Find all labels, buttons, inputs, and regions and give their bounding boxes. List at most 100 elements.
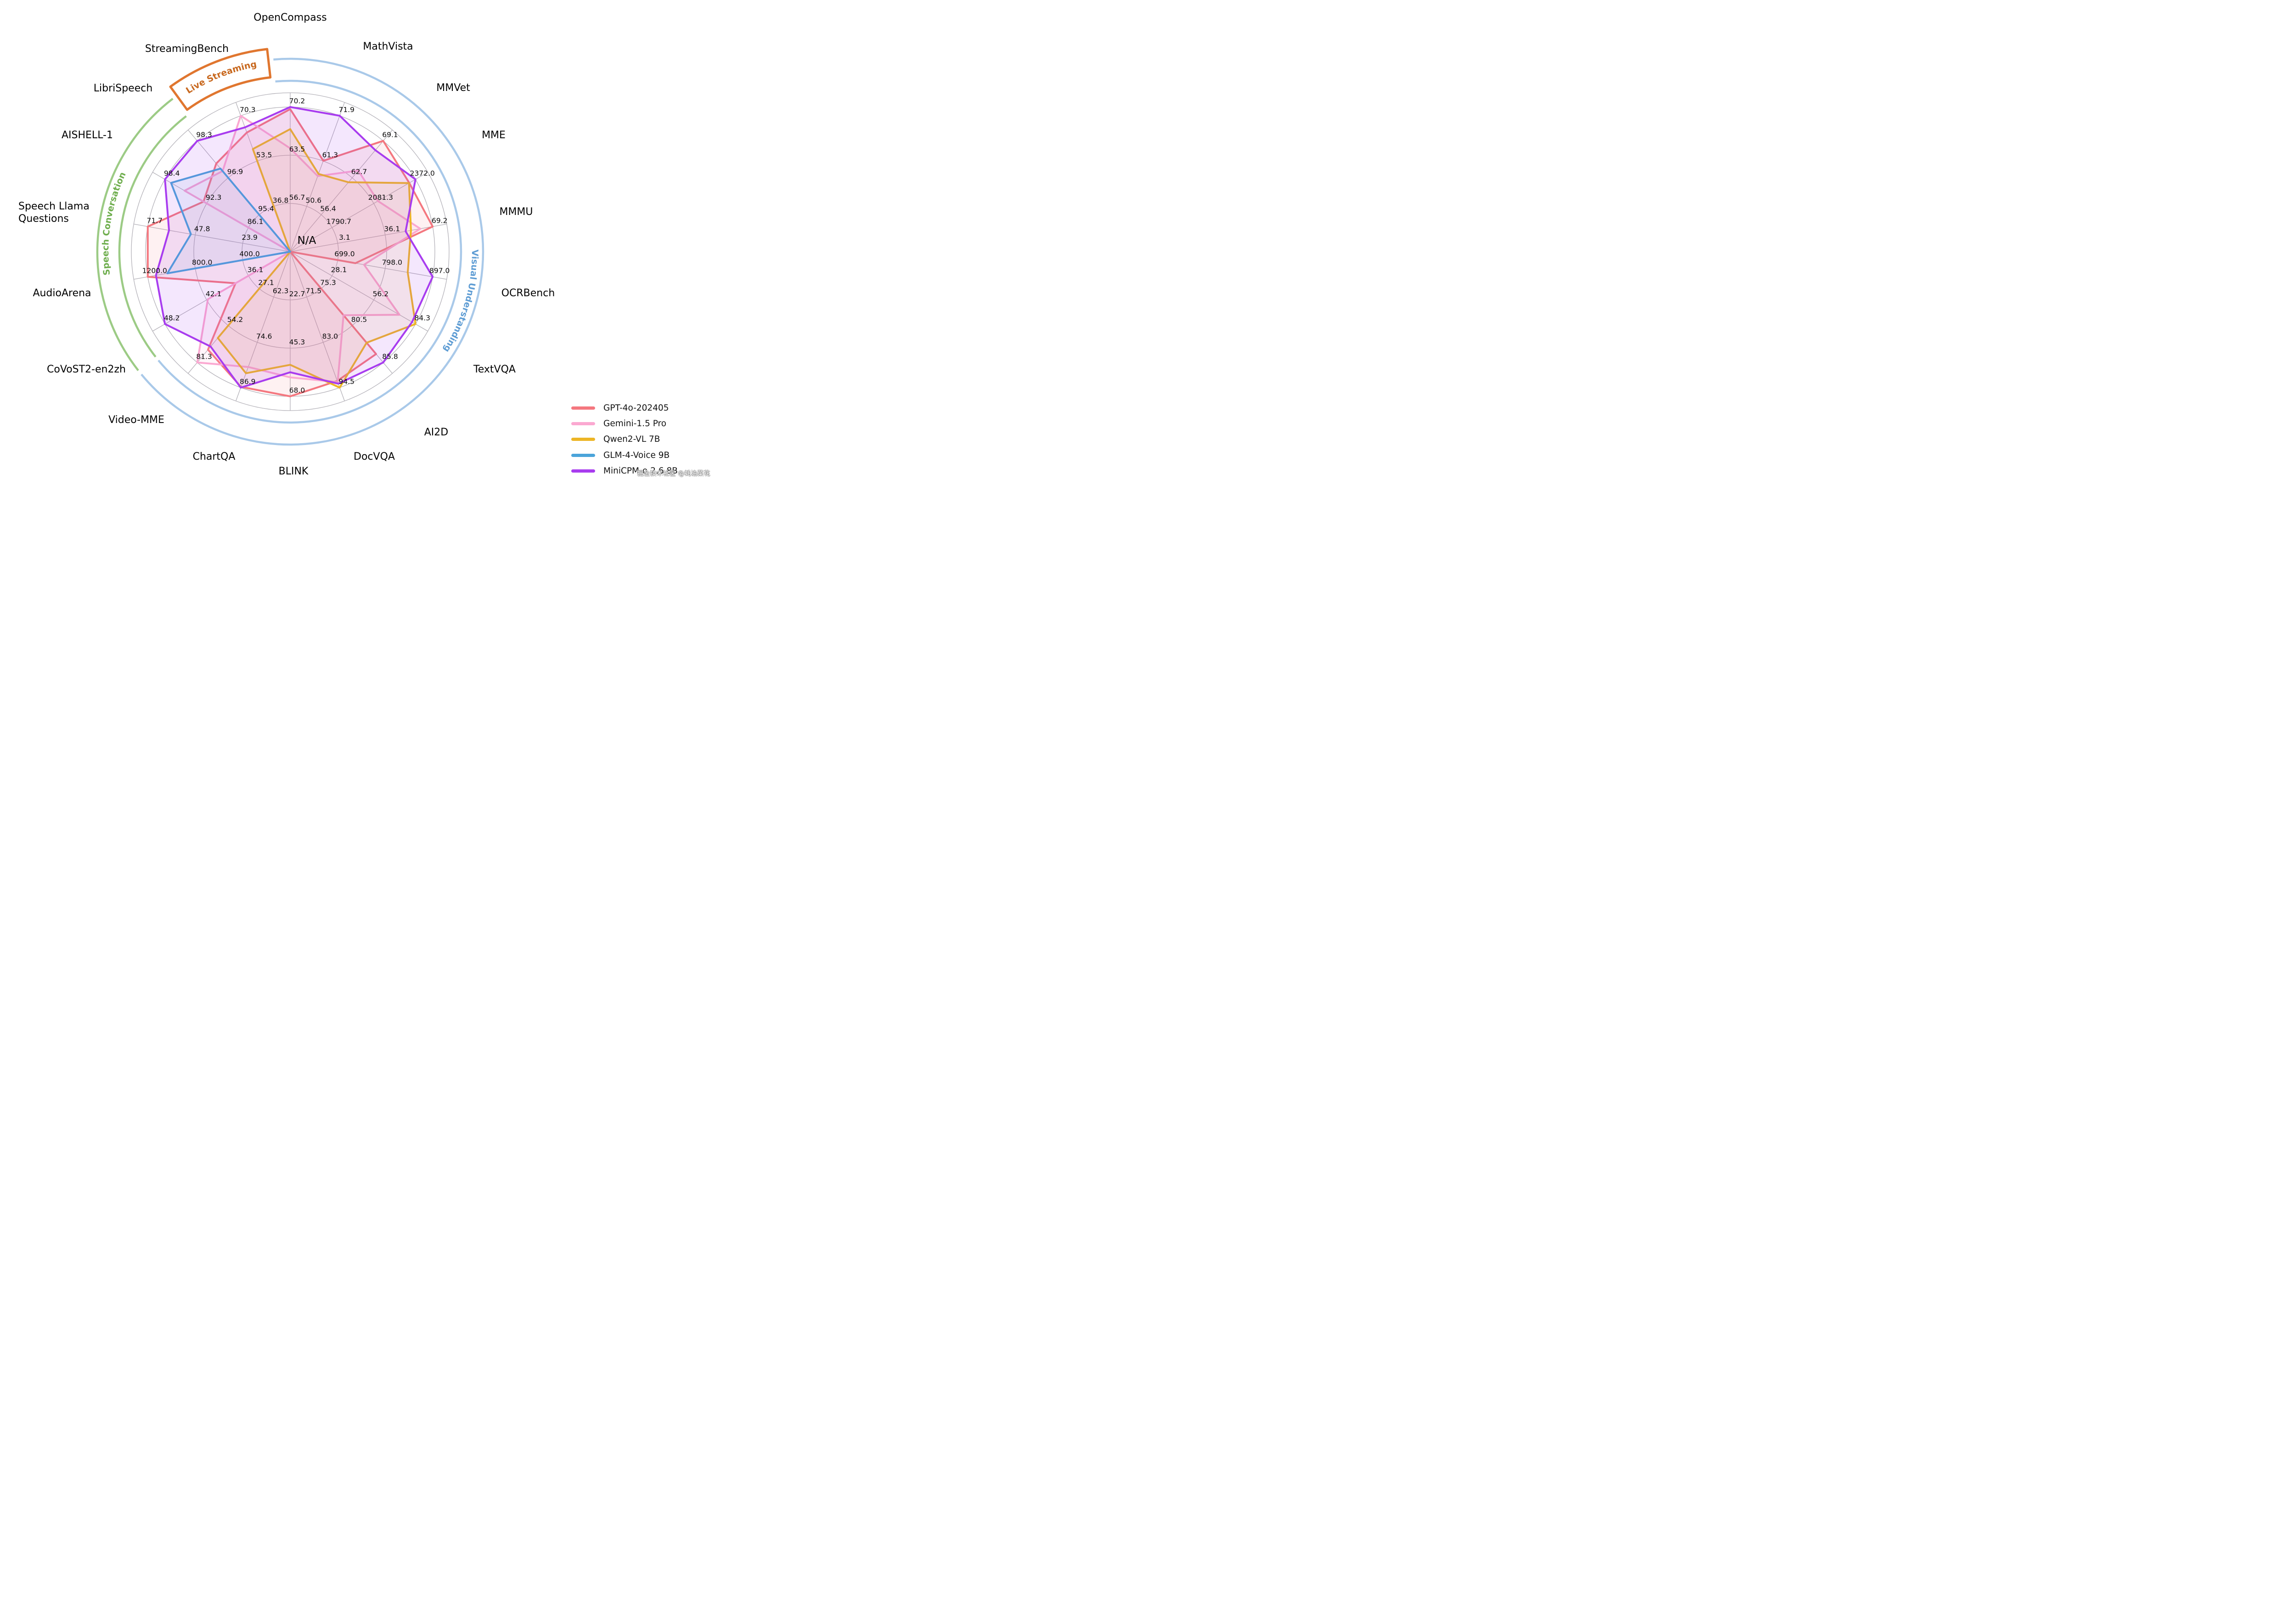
axis-tick-label: 85.8 <box>382 352 398 361</box>
category-badge <box>169 48 272 111</box>
axis-tick-label: 98.3 <box>196 131 212 139</box>
axis-tick-label: 28.1 <box>331 266 347 274</box>
axis-tick-label: 96.9 <box>227 168 243 176</box>
legend-item: Gemini-1.5 Pro <box>571 416 678 431</box>
axis-tick-label: 63.5 <box>289 145 305 153</box>
legend-swatch <box>571 406 595 410</box>
series-polygon-glm-4-voice-9b <box>166 168 291 275</box>
legend-item: GPT-4o-202405 <box>571 400 678 416</box>
legend-label: GPT-4o-202405 <box>603 403 669 413</box>
axis-title: OCRBench <box>501 288 555 299</box>
axis-tick-label: 54.2 <box>227 316 243 324</box>
legend-item: GLM-4-Voice 9B <box>571 447 678 463</box>
axis-tick-label: 53.5 <box>256 151 272 159</box>
axis-tick-label: 81.3 <box>196 352 212 361</box>
legend-swatch <box>571 453 595 457</box>
axis-tick-label: 71.7 <box>147 216 163 225</box>
axis-tick-label: 23.9 <box>242 233 258 242</box>
axis-tick-label: 75.3 <box>320 278 336 287</box>
axis-tick-label: 36.1 <box>384 225 400 233</box>
series-polygon-minicpm-o-2-6-8b <box>155 106 434 389</box>
axis-tick-label: 69.1 <box>382 131 398 139</box>
axis-tick-label: 800.0 <box>192 258 212 266</box>
axis-tick-label: 98.4 <box>164 169 180 178</box>
axis-tick-label: 92.3 <box>206 193 222 202</box>
axis-title: AISHELL-1 <box>62 130 113 141</box>
axis-tick-label: 400.0 <box>239 250 259 258</box>
axis-title: CoVoST2-en2zh <box>47 364 126 375</box>
legend-swatch <box>571 469 595 473</box>
axis-tick-label: 86.9 <box>240 378 256 386</box>
legend-swatch <box>571 422 595 426</box>
axis-tick-label: 74.6 <box>256 332 272 340</box>
series-polygon-qwen2-vl-7b <box>217 128 416 389</box>
axis-tick-label: 69.2 <box>432 216 448 225</box>
radar-chart-figure: Live Streaming Speech Conversation Visual … <box>0 0 712 487</box>
axis-title: MMMU <box>499 206 533 218</box>
axis-tick-label: 56.2 <box>373 290 389 298</box>
category-band-label: Speech Conversation <box>101 170 128 276</box>
grid-spoke <box>290 251 345 401</box>
axis-title: Video-MME <box>108 414 164 426</box>
axis-title: MME <box>482 130 506 141</box>
center-na-label: N/A <box>298 235 316 247</box>
watermark: 掘金技术社区 @蚝油菜花 <box>637 470 710 477</box>
legend-label: MiniCPM-o 2.6 8B <box>603 466 678 476</box>
grid-spoke <box>290 251 428 332</box>
axis-tick-label: 61.3 <box>322 151 338 159</box>
category-arc-outer <box>141 57 484 446</box>
axis-tick-label: 56.7 <box>289 193 305 202</box>
category-arc-outer <box>96 98 174 371</box>
axis-tick-label: 48.2 <box>164 314 180 322</box>
axis-tick-label: 71.5 <box>306 287 322 295</box>
axis-title: BLINK <box>279 466 309 477</box>
grid-spoke <box>134 224 291 252</box>
axis-tick-label: 699.0 <box>334 250 355 258</box>
axis-tick-label: 70.2 <box>289 97 305 105</box>
axis-tick-label: 95.4 <box>258 205 274 213</box>
legend-label: GLM-4-Voice 9B <box>603 450 670 460</box>
axis-title: DocVQA <box>354 451 395 462</box>
axis-tick-label: 22.7 <box>289 290 305 298</box>
axis-title: OpenCompass <box>253 12 326 23</box>
axis-tick-label: 42.1 <box>206 290 222 298</box>
axis-title: Speech Llama Questions <box>18 201 90 225</box>
axis-tick-label: 36.1 <box>248 266 264 274</box>
category-arc-inner <box>118 115 187 358</box>
axis-title: AI2D <box>424 427 448 438</box>
axis-tick-label: 70.3 <box>240 106 256 114</box>
axis-title: AudioArena <box>33 288 91 299</box>
axis-tick-label: 80.5 <box>351 316 367 324</box>
axis-title: MathVista <box>363 41 413 52</box>
grid-spoke <box>236 251 291 401</box>
axis-tick-label: 3.1 <box>339 233 350 242</box>
axis-title: ChartQA <box>193 451 236 462</box>
axis-tick-label: 56.4 <box>320 205 336 213</box>
axis-tick-label: 50.6 <box>306 196 322 204</box>
axis-tick-label: 62.7 <box>351 168 367 176</box>
axis-title: StreamingBench <box>145 43 229 55</box>
legend-swatch <box>571 438 595 441</box>
axis-tick-label: 897.0 <box>429 267 450 275</box>
axis-tick-label: 36.8 <box>273 196 289 204</box>
axis-tick-label: 798.0 <box>382 258 402 266</box>
axis-tick-label: 45.3 <box>289 338 305 346</box>
legend-label: Qwen2-VL 7B <box>603 434 660 445</box>
legend-item: MiniCPM-o 2.6 8B <box>571 463 678 479</box>
axis-tick-label: 94.5 <box>338 378 355 386</box>
axis-tick-label: 47.8 <box>194 225 210 233</box>
axis-tick-label: 68.0 <box>289 386 305 395</box>
axis-tick-label: 86.1 <box>248 218 264 226</box>
axis-tick-label: 84.3 <box>415 314 431 322</box>
grid-spoke <box>290 172 428 252</box>
legend: GPT-4o-202405 Gemini-1.5 Pro Qwen2-VL 7B GL… <box>571 400 678 479</box>
legend-label: Gemini-1.5 Pro <box>603 419 667 429</box>
axis-tick-label: 62.3 <box>273 287 289 295</box>
axis-tick-label: 1200.0 <box>142 267 167 275</box>
legend-item: Qwen2-VL 7B <box>571 432 678 447</box>
axis-tick-label: 27.1 <box>258 278 274 287</box>
axis-tick-label: 2372.0 <box>410 169 435 178</box>
category-arc-inner <box>158 79 462 424</box>
axis-tick-label: 1790.7 <box>326 218 351 226</box>
